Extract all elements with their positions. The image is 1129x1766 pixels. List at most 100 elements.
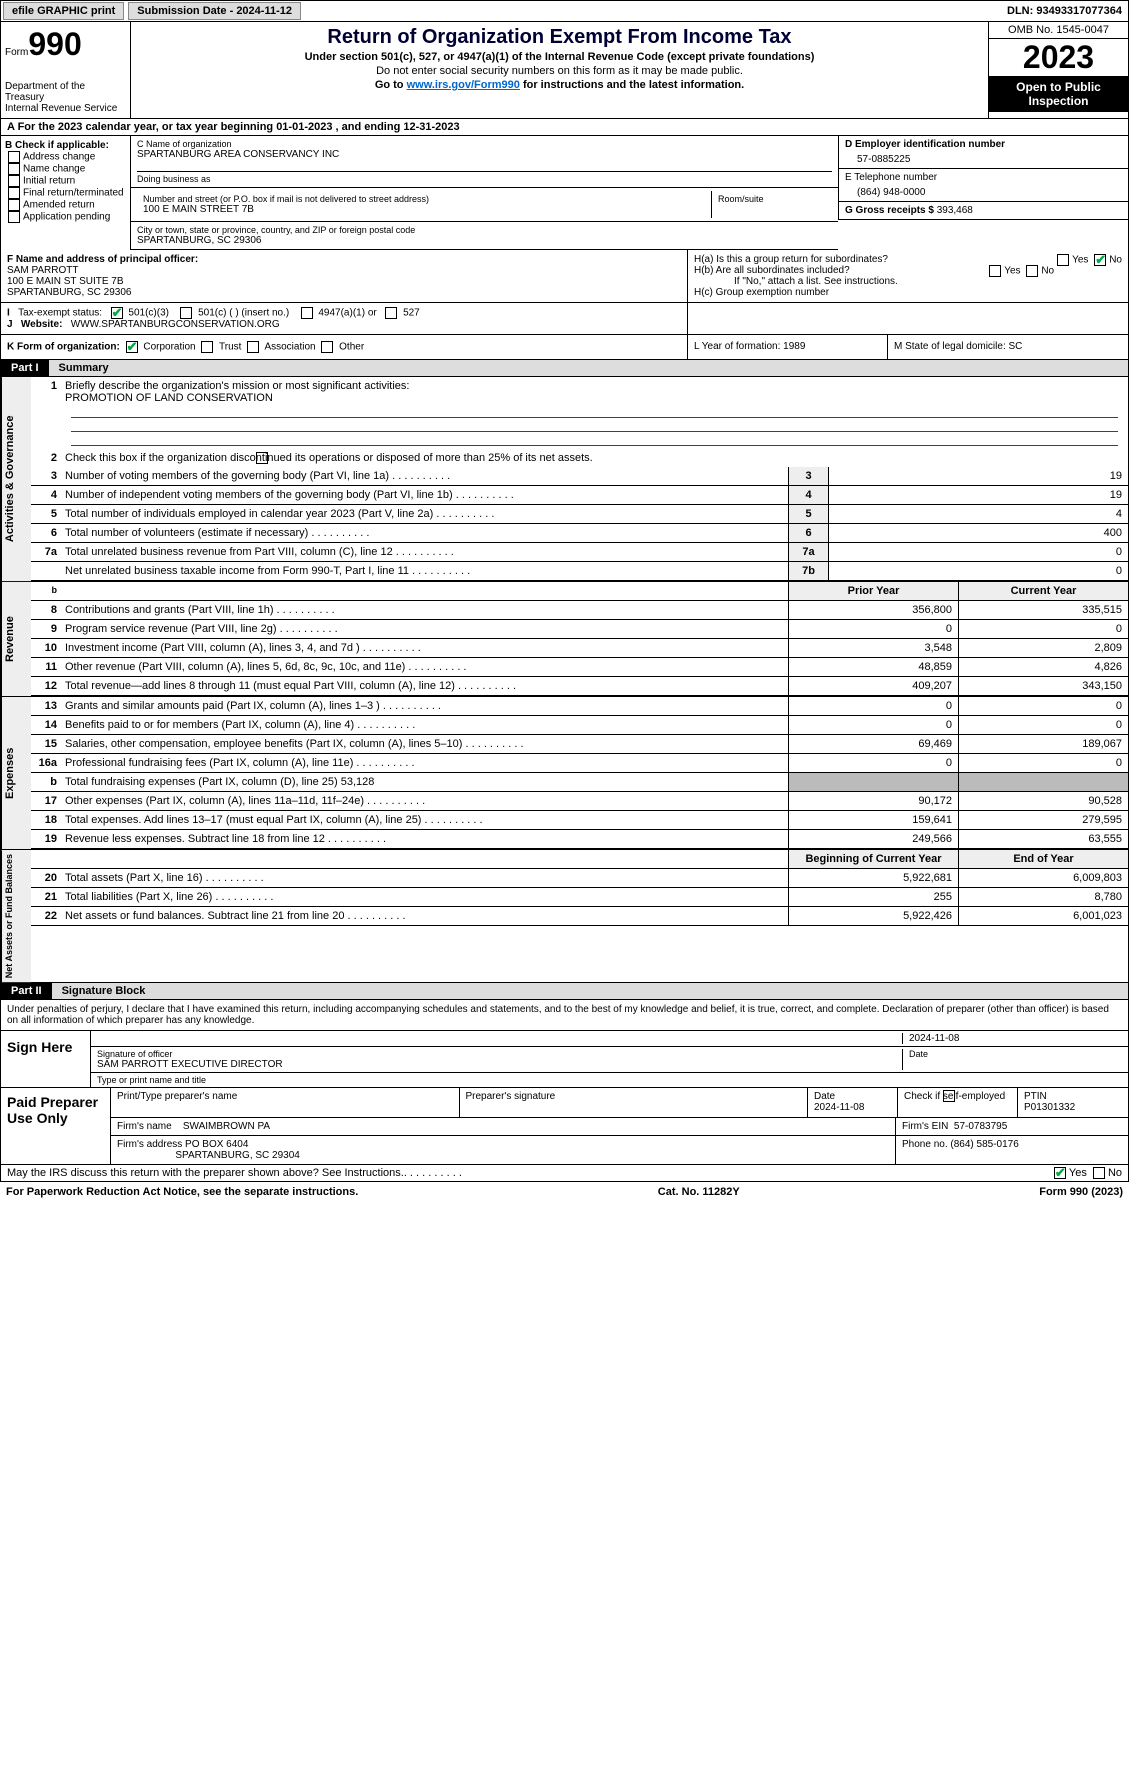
part2-header: Part II Signature Block <box>0 983 1129 1000</box>
chk-pending[interactable] <box>8 211 20 223</box>
side-revenue: Revenue <box>1 582 31 696</box>
k-label: K Form of organization: <box>7 342 120 353</box>
goto-text: Go to <box>375 79 407 91</box>
c-name-label: C Name of organization <box>137 139 832 149</box>
sign-date: 2024-11-08 <box>902 1033 1122 1044</box>
chk-name[interactable] <box>8 163 20 175</box>
part1-header: Part I Summary <box>0 360 1129 377</box>
f-label: F Name and address of principal officer: <box>7 254 681 265</box>
ptin: P01301332 <box>1024 1102 1075 1113</box>
chk-4947[interactable] <box>301 307 313 319</box>
perjury-text: Under penalties of perjury, I declare th… <box>0 1000 1129 1031</box>
tax-exempt-label: Tax-exempt status: <box>18 308 102 319</box>
form-number: 990 <box>28 26 81 62</box>
firm-ein: 57-0783795 <box>954 1121 1007 1132</box>
side-netassets: Net Assets or Fund Balances <box>1 850 31 982</box>
room-label: Room/suite <box>718 194 826 204</box>
city-label: City or town, state or province, country… <box>137 225 832 235</box>
ein-value: 57-0885225 <box>845 150 1122 165</box>
side-expenses: Expenses <box>1 697 31 849</box>
discuss-yes[interactable] <box>1054 1167 1066 1179</box>
hb-note: If "No," attach a list. See instructions… <box>694 276 1122 287</box>
chk-self-employed[interactable] <box>943 1090 955 1102</box>
state-domicile: M State of legal domicile: SC <box>888 335 1128 359</box>
firm-phone: (864) 585-0176 <box>950 1139 1018 1150</box>
box-b-title: B Check if applicable: <box>5 140 126 151</box>
mission-text: PROMOTION OF LAND CONSERVATION <box>65 392 273 404</box>
chk-assoc[interactable] <box>247 341 259 353</box>
prior-year-hdr: Prior Year <box>788 582 958 600</box>
goto-text2: for instructions and the latest informat… <box>520 79 744 91</box>
submission-button[interactable]: Submission Date - 2024-11-12 <box>128 2 301 20</box>
prep-date: 2024-11-08 <box>814 1102 864 1113</box>
line2-text: Check this box if the organization disco… <box>65 452 593 464</box>
efile-button[interactable]: efile GRAPHIC print <box>3 2 124 20</box>
irs-link[interactable]: www.irs.gov/Form990 <box>407 79 520 91</box>
dln-text: DLN: 93493317077364 <box>1007 5 1128 17</box>
paid-prep-label: Paid Preparer Use Only <box>1 1088 111 1164</box>
officer-addr2: SPARTANBURG, SC 29306 <box>7 287 681 298</box>
org-name: SPARTANBURG AREA CONSERVANCY INC <box>137 149 832 160</box>
chk-527[interactable] <box>385 307 397 319</box>
discuss-no[interactable] <box>1093 1167 1105 1179</box>
beg-year-hdr: Beginning of Current Year <box>788 850 958 868</box>
firm-addr2: SPARTANBURG, SC 29304 <box>175 1150 300 1161</box>
ha-yes[interactable] <box>1057 254 1069 266</box>
chk-initial[interactable] <box>8 175 20 187</box>
omb-number: OMB No. 1545-0047 <box>989 22 1128 39</box>
street-label: Number and street (or P.O. box if mail i… <box>143 194 705 204</box>
pra-notice: For Paperwork Reduction Act Notice, see … <box>6 1186 358 1198</box>
form-subtitle: Under section 501(c), 527, or 4947(a)(1)… <box>139 51 980 63</box>
officer-addr1: 100 E MAIN ST SUITE 7B <box>7 276 681 287</box>
gross-label: G Gross receipts $ <box>845 205 934 216</box>
chk-final[interactable] <box>8 187 20 199</box>
hc-label: H(c) Group exemption number <box>694 287 1122 298</box>
side-governance: Activities & Governance <box>1 377 31 581</box>
sign-here-label: Sign Here <box>1 1031 91 1087</box>
open-inspection: Open to Public Inspection <box>989 76 1128 112</box>
mission-q: Briefly describe the organization's miss… <box>65 380 409 392</box>
website-value: WWW.SPARTANBURGCONSERVATION.ORG <box>71 319 280 330</box>
gross-value: 393,468 <box>937 205 973 216</box>
dba-label: Doing business as <box>137 171 832 184</box>
ha-label: H(a) Is this a group return for subordin… <box>694 254 888 265</box>
chk-trust[interactable] <box>201 341 213 353</box>
form-word: Form <box>5 47 28 58</box>
form-header: Form990 Department of the Treasury Inter… <box>0 22 1129 119</box>
chk-amended[interactable] <box>8 199 20 211</box>
hb-no[interactable] <box>1026 265 1038 277</box>
website-label: Website: <box>21 319 63 330</box>
firm-addr1: PO BOX 6404 <box>185 1139 248 1150</box>
chk-discontinued[interactable] <box>256 452 268 464</box>
ha-no[interactable] <box>1094 254 1106 266</box>
city-value: SPARTANBURG, SC 29306 <box>137 235 832 246</box>
year-formation: L Year of formation: 1989 <box>688 335 888 359</box>
cat-no: Cat. No. 11282Y <box>658 1186 740 1198</box>
row-a: A For the 2023 calendar year, or tax yea… <box>0 119 1129 136</box>
end-year-hdr: End of Year <box>958 850 1128 868</box>
dept-text: Department of the Treasury Internal Reve… <box>5 81 126 114</box>
chk-501c[interactable] <box>180 307 192 319</box>
chk-other[interactable] <box>321 341 333 353</box>
chk-501c3[interactable] <box>111 307 123 319</box>
line16b-desc: Total fundraising expenses (Part IX, col… <box>61 773 788 791</box>
chk-address[interactable] <box>8 151 20 163</box>
chk-corp[interactable] <box>126 341 138 353</box>
ein-label: D Employer identification number <box>845 139 1122 150</box>
phone-label: E Telephone number <box>845 172 1122 183</box>
meta-grid: B Check if applicable: Address change Na… <box>0 136 1129 250</box>
current-year-hdr: Current Year <box>958 582 1128 600</box>
phone-value: (864) 948-0000 <box>845 183 1122 198</box>
hb-label: H(b) Are all subordinates included? <box>694 265 850 276</box>
discuss-text: May the IRS discuss this return with the… <box>7 1167 404 1179</box>
topbar: efile GRAPHIC print Submission Date - 20… <box>0 0 1129 22</box>
firm-name: SWAIMBROWN PA <box>183 1121 270 1132</box>
street-value: 100 E MAIN STREET 7B <box>143 204 705 215</box>
officer-sig-name: SAM PARROTT EXECUTIVE DIRECTOR <box>97 1059 902 1070</box>
officer-name: SAM PARROTT <box>7 265 681 276</box>
form-footer: Form 990 (2023) <box>1039 1186 1123 1198</box>
form-title: Return of Organization Exempt From Incom… <box>139 26 980 49</box>
tax-year: 2023 <box>989 39 1128 76</box>
form-sub2: Do not enter social security numbers on … <box>139 65 980 77</box>
hb-yes[interactable] <box>989 265 1001 277</box>
